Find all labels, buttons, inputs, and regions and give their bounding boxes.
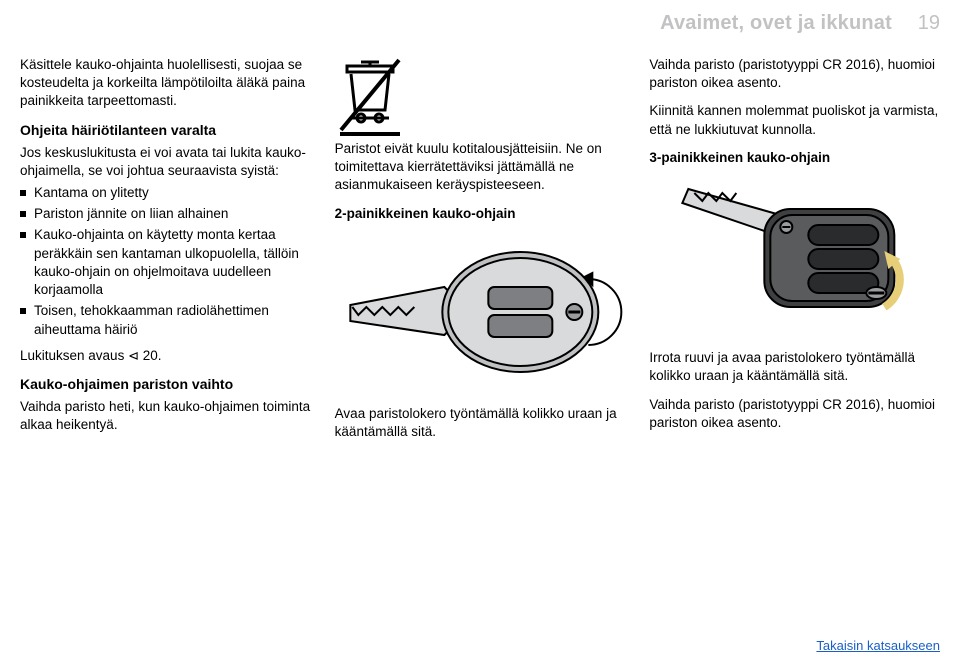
page-header: Avaimet, ovet ja ikkunat 19 <box>635 10 940 37</box>
columns: Käsittele kauko-ohjainta huolellisesti, … <box>20 56 940 633</box>
column-1: Käsittele kauko-ohjainta huolellisesti, … <box>20 56 311 633</box>
no-bin-icon <box>335 56 409 136</box>
fault-heading: Ohjeita häiriötilanteen varalta <box>20 121 311 140</box>
remove-screw-text: Irrota ruuvi ja avaa paristolokero työnt… <box>649 349 940 385</box>
lock-open-text: Lukituksen avaus <box>20 348 128 363</box>
battery-heading: Kauko-ohjaimen pariston vaihto <box>20 375 311 394</box>
battery-text: Vaihda paristo heti, kun kauko-ohjaimen … <box>20 398 311 434</box>
lock-open-page: 20. <box>139 348 162 363</box>
key-2button-figure <box>335 227 626 397</box>
fault-lead: Jos keskuslukitusta ei voi avata tai luk… <box>20 144 311 180</box>
page-ref-arrow-icon: ⊲ <box>128 348 139 363</box>
replace-battery-2: Vaihda paristo (paristotyyppi CR 2016), … <box>649 396 940 432</box>
list-item: Toisen, tehokkaamman radiolähettimen aih… <box>20 302 311 338</box>
list-item: Kauko-ohjainta on käytetty monta kertaa … <box>20 226 311 299</box>
list-item: Pariston jännite on liian alhainen <box>20 205 311 223</box>
column-2: Paristot eivät kuulu kotitalousjätteisii… <box>335 56 626 633</box>
column-3: Vaihda paristo (paristotyyppi CR 2016), … <box>649 56 940 633</box>
open-compartment-text: Avaa paristolokero työntämällä kolikko u… <box>335 405 626 441</box>
attach-halves: Kiinnitä kannen molemmat puoliskot ja va… <box>649 102 940 138</box>
two-button-heading: 2-painikkeinen kauko-ohjain <box>335 205 626 223</box>
page-number: 19 <box>918 12 940 34</box>
back-to-overview-link[interactable]: Takaisin katsaukseen <box>816 637 940 655</box>
lock-open-ref: Lukituksen avaus ⊲ 20. <box>20 347 311 365</box>
page: Avaimet, ovet ja ikkunat 19 Käsittele ka… <box>20 20 940 651</box>
key-3button-figure <box>649 171 940 341</box>
replace-battery-1: Vaihda paristo (paristotyyppi CR 2016), … <box>649 56 940 92</box>
fault-list: Kantama on ylitetty Pariston jännite on … <box>20 184 311 339</box>
header-title: Avaimet, ovet ja ikkunat <box>660 12 892 34</box>
waste-text: Paristot eivät kuulu kotitalousjätteisii… <box>335 140 626 195</box>
three-button-heading: 3-painikkeinen kauko-ohjain <box>649 149 940 167</box>
list-item: Kantama on ylitetty <box>20 184 311 202</box>
intro-text: Käsittele kauko-ohjainta huolellisesti, … <box>20 56 311 111</box>
